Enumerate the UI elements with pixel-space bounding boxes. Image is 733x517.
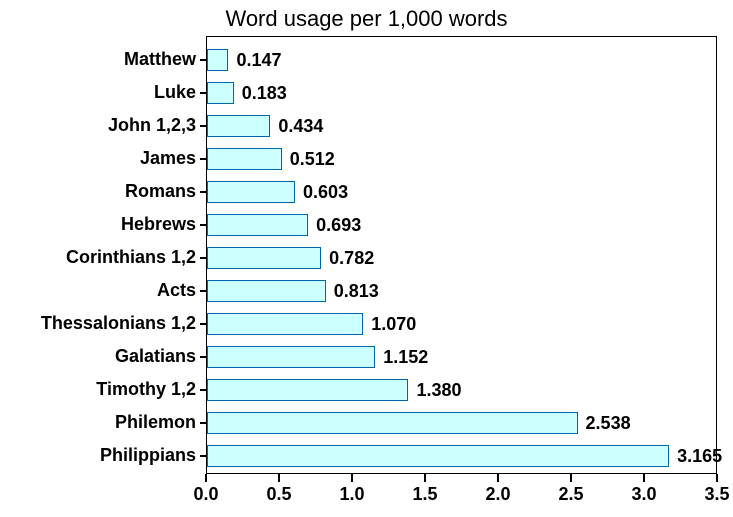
y-tick-mark (200, 158, 206, 160)
y-tick-mark (200, 290, 206, 292)
x-tick-label: 0.5 (266, 484, 291, 505)
x-tick-mark (424, 474, 426, 482)
bar (207, 346, 375, 368)
bar (207, 379, 408, 401)
bar (207, 280, 326, 302)
bar (207, 115, 270, 137)
bar-value-label: 0.813 (334, 281, 379, 302)
y-tick-mark (200, 224, 206, 226)
bar (207, 82, 234, 104)
x-tick-mark (716, 474, 718, 482)
x-tick-label: 2.5 (558, 484, 583, 505)
bar (207, 445, 669, 467)
x-tick-mark (205, 474, 207, 482)
y-tick-mark (200, 422, 206, 424)
bar (207, 313, 363, 335)
bar-value-label: 0.603 (303, 182, 348, 203)
x-tick-label: 3.5 (704, 484, 729, 505)
category-label: Hebrews (121, 214, 196, 235)
bar-value-label: 0.147 (236, 50, 281, 71)
category-label: James (140, 148, 196, 169)
bar-value-label: 1.152 (383, 347, 428, 368)
x-tick-mark (570, 474, 572, 482)
x-tick-mark (278, 474, 280, 482)
bar-value-label: 0.782 (329, 248, 374, 269)
y-tick-mark (200, 356, 206, 358)
bar (207, 148, 282, 170)
y-tick-mark (200, 59, 206, 61)
bar-value-label: 0.512 (290, 149, 335, 170)
x-tick-label: 1.5 (412, 484, 437, 505)
y-tick-mark (200, 125, 206, 127)
chart-title: Word usage per 1,000 words (0, 6, 733, 32)
bar (207, 247, 321, 269)
x-tick-mark (497, 474, 499, 482)
chart-container: Word usage per 1,000 words 0.147 0.183 0.4… (0, 0, 733, 517)
bar-value-label: 1.380 (416, 380, 461, 401)
category-label: Luke (154, 82, 196, 103)
bar (207, 49, 228, 71)
category-label: Romans (125, 181, 196, 202)
y-tick-mark (200, 257, 206, 259)
category-label: Corinthians 1,2 (66, 247, 196, 268)
category-label: Philippians (100, 445, 196, 466)
category-label: Thessalonians 1,2 (41, 313, 196, 334)
category-label: John 1,2,3 (108, 115, 196, 136)
bar-value-label: 1.070 (371, 314, 416, 335)
bar (207, 181, 295, 203)
x-tick-label: 0.0 (193, 484, 218, 505)
bar (207, 412, 578, 434)
x-tick-mark (351, 474, 353, 482)
bar-value-label: 0.693 (316, 215, 361, 236)
x-tick-mark (643, 474, 645, 482)
category-label: Galatians (115, 346, 196, 367)
category-label: Philemon (115, 412, 196, 433)
bar-value-label: 3.165 (677, 446, 722, 467)
x-tick-label: 3.0 (631, 484, 656, 505)
x-tick-label: 2.0 (485, 484, 510, 505)
bar-value-label: 2.538 (586, 413, 631, 434)
plot-area: 0.147 0.183 0.434 0.512 0.603 0.693 0.782 0.813… (206, 36, 717, 474)
bar (207, 214, 308, 236)
category-label: Matthew (124, 49, 196, 70)
y-tick-mark (200, 191, 206, 193)
category-label: Acts (157, 280, 196, 301)
category-label: Timothy 1,2 (96, 379, 196, 400)
bar-value-label: 0.183 (242, 83, 287, 104)
y-tick-mark (200, 323, 206, 325)
bar-value-label: 0.434 (278, 116, 323, 137)
y-tick-mark (200, 455, 206, 457)
y-tick-mark (200, 389, 206, 391)
x-tick-label: 1.0 (339, 484, 364, 505)
y-tick-mark (200, 92, 206, 94)
